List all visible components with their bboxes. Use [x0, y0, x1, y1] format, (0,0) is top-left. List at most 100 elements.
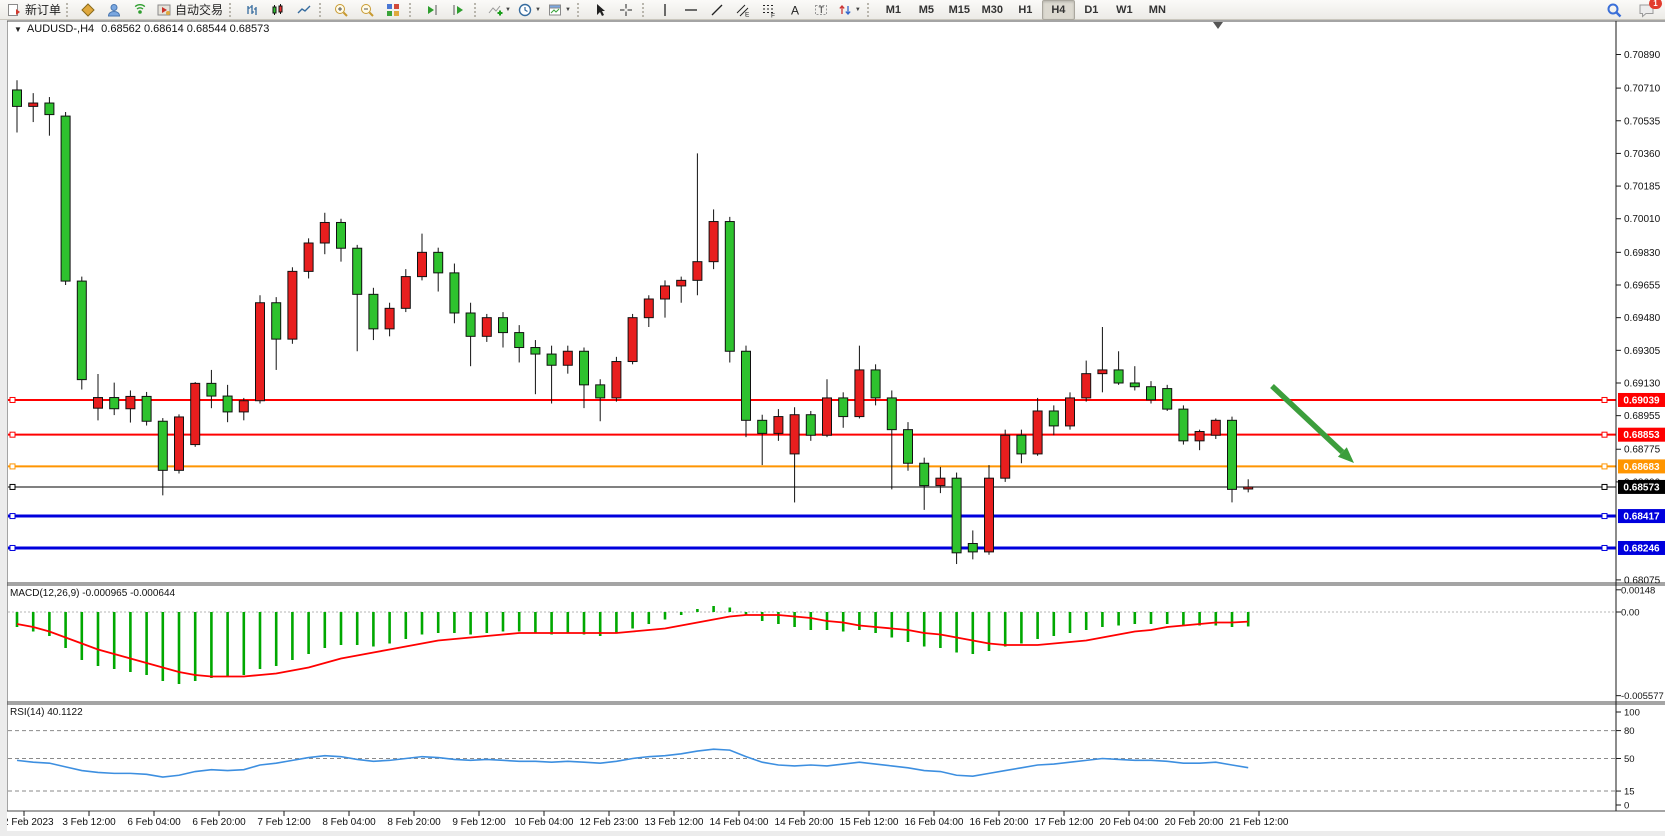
- arrows-icon: [839, 4, 851, 15]
- rsi-axis-label: 0: [1624, 801, 1629, 812]
- price-tick-label: 0.70185: [1624, 182, 1661, 193]
- tile-windows-button[interactable]: [380, 0, 406, 20]
- search-button[interactable]: [1601, 0, 1627, 20]
- macd-axis-label: 0.00148: [1621, 585, 1655, 596]
- svg-text:A: A: [791, 3, 799, 17]
- candle: [1081, 373, 1092, 399]
- periods-button[interactable]: ▼: [514, 0, 544, 20]
- timeframe-h4-button[interactable]: H4: [1041, 0, 1075, 20]
- candle: [12, 89, 22, 107]
- timeframe-h1-button[interactable]: H1: [1018, 3, 1033, 16]
- line-chart-button[interactable]: [291, 0, 317, 20]
- channel-tool-button[interactable]: E: [730, 0, 756, 20]
- arrow-head[interactable]: [1337, 447, 1354, 463]
- auto-trading-button[interactable]: 自动交易: [153, 0, 226, 20]
- candlestick-button[interactable]: [265, 0, 291, 20]
- timeframe-m15-button[interactable]: M15: [948, 3, 971, 16]
- chart-dropdown-icon[interactable]: ▼: [14, 25, 22, 34]
- price-tick-label: 0.70710: [1624, 84, 1661, 95]
- arrow-shaft[interactable]: [1270, 383, 1345, 455]
- toolbar: 新订单: [0, 0, 1665, 20]
- profile-button[interactable]: [101, 0, 127, 20]
- crosshair-button[interactable]: [613, 0, 639, 20]
- level-handle[interactable]: [1601, 463, 1608, 470]
- zoom-out-button[interactable]: [354, 0, 380, 20]
- price-tick-label: 0.68775: [1624, 445, 1661, 456]
- templates-button[interactable]: ▼: [544, 0, 574, 20]
- fibonacci-tool-button[interactable]: F: [756, 0, 782, 20]
- price-axis[interactable]: 0.70890 0.70710 0.70535 0.70360 0.70185 0.700…: [1616, 50, 1665, 586]
- cursor-button[interactable]: [587, 0, 613, 20]
- fibonacci-icon: F: [762, 4, 775, 18]
- time-label: 2 Feb 2023: [3, 817, 54, 828]
- level-handle[interactable]: [9, 463, 16, 470]
- clock-icon: [518, 3, 532, 16]
- auto-scroll-button[interactable]: [419, 0, 445, 20]
- level-handle[interactable]: [1601, 431, 1608, 438]
- toolbar-grip: [474, 2, 481, 17]
- candle: [1097, 369, 1108, 375]
- candle: [546, 353, 557, 366]
- level-handle[interactable]: [1601, 544, 1608, 551]
- time-axis[interactable]: 2 Feb 2023 3 Feb 12:00 6 Feb 04:00 6 Feb 20…: [3, 811, 1289, 828]
- horizontal-line-tool-button[interactable]: [678, 0, 704, 20]
- level-handle[interactable]: [1601, 396, 1608, 403]
- level-handle[interactable]: [9, 396, 16, 403]
- mql-editor-button[interactable]: [75, 0, 101, 20]
- level-handle[interactable]: [1601, 513, 1608, 520]
- timeframe-d1-button[interactable]: D1: [1084, 3, 1099, 16]
- candle: [433, 251, 444, 274]
- notifications-button[interactable]: 1: [1633, 0, 1662, 20]
- level-handle[interactable]: [9, 544, 16, 551]
- auto-trading-icon: [157, 4, 171, 15]
- level-handle[interactable]: [9, 483, 16, 490]
- level-handle[interactable]: [9, 513, 16, 520]
- timeframe-m5-button[interactable]: M5: [918, 3, 934, 16]
- text-tool-button[interactable]: A: [782, 0, 808, 20]
- candle: [352, 247, 363, 295]
- text-label-icon: T: [814, 4, 827, 15]
- timeframe-m1-button[interactable]: M1: [885, 3, 901, 16]
- zoom-out-icon: [361, 3, 374, 17]
- arrows-tool-button[interactable]: ▼: [834, 0, 864, 20]
- trend-arrow-annotation[interactable]: [1270, 383, 1354, 463]
- time-label: 3 Feb 12:00: [62, 817, 116, 828]
- tile-windows-icon: [387, 3, 400, 16]
- chart-shift-marker[interactable]: [1213, 22, 1223, 29]
- label-tool-button[interactable]: T: [808, 0, 834, 20]
- rsi-axis[interactable]: 100 80 50 15 0: [1616, 708, 1640, 812]
- candle: [238, 400, 249, 413]
- candle: [854, 369, 865, 418]
- chart-shift-button[interactable]: [445, 0, 471, 20]
- signals-button[interactable]: [127, 0, 153, 20]
- level-handle[interactable]: [1601, 483, 1608, 490]
- zoom-in-button[interactable]: [328, 0, 354, 20]
- candle: [1065, 397, 1075, 427]
- price-axis-badge: [1618, 509, 1665, 524]
- candle: [789, 414, 800, 455]
- candle: [93, 397, 103, 409]
- chevron-down-icon: ▼: [534, 6, 541, 13]
- bar-chart-button[interactable]: [239, 0, 265, 20]
- time-label: 15 Feb 12:00: [840, 817, 899, 828]
- candle: [919, 462, 930, 487]
- time-label: 14 Feb 20:00: [775, 817, 834, 828]
- indicators-button[interactable]: ▼: [484, 0, 514, 20]
- timeframe-mn-button[interactable]: MN: [1148, 3, 1166, 16]
- candle: [319, 221, 330, 244]
- time-label: 16 Feb 04:00: [905, 817, 964, 828]
- vertical-line-tool-button[interactable]: [652, 0, 678, 20]
- candle: [1146, 386, 1156, 401]
- macd-axis[interactable]: 0.00148 0.00 -0.005577: [1616, 585, 1664, 702]
- timeframe-m30-button[interactable]: M30: [981, 3, 1004, 16]
- price-tick-label: 0.69830: [1624, 248, 1661, 259]
- level-handle[interactable]: [9, 431, 16, 438]
- candle: [60, 115, 71, 282]
- svg-text:E: E: [745, 11, 750, 18]
- new-order-button[interactable]: 新订单: [3, 0, 64, 20]
- time-label: 7 Feb 12:00: [257, 817, 311, 828]
- line-chart-icon: [297, 5, 311, 13]
- trendline-tool-button[interactable]: [704, 0, 730, 20]
- timeframe-w1-button[interactable]: W1: [1116, 3, 1133, 16]
